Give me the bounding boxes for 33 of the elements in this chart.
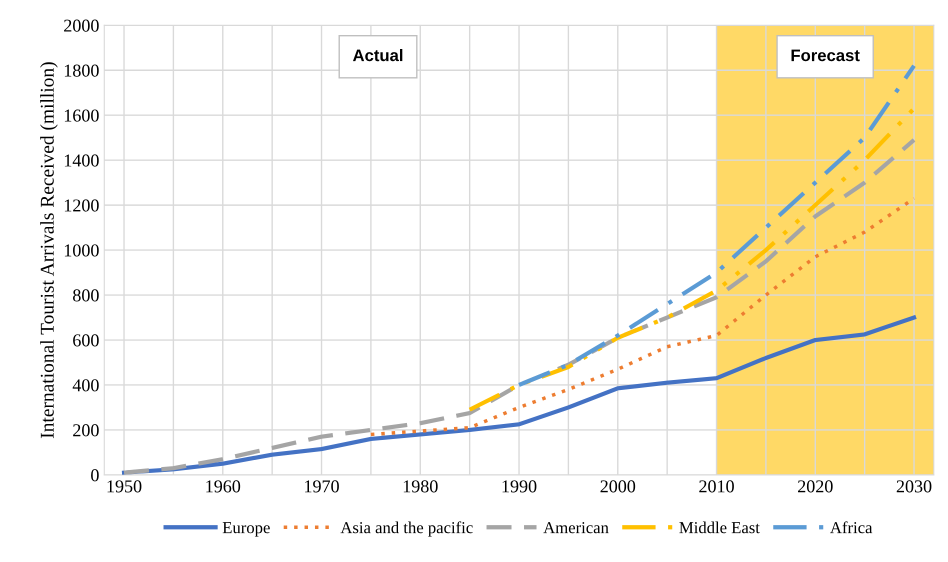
line-series [516, 64, 916, 388]
legend-label: Africa [830, 521, 872, 534]
x-tick-label: 1980 [404, 480, 438, 492]
y-tick-label: 0 [91, 469, 99, 482]
y-tick-label: 1200 [64, 199, 99, 212]
y-axis-title: International Tourist Arrivals Received (million) [40, 62, 58, 438]
y-tick-label: 1800 [64, 64, 99, 77]
x-tick-label: 2000 [600, 480, 636, 492]
line-series [122, 138, 916, 475]
x-tick-label: 1960 [206, 480, 240, 492]
y-tick-label: 1400 [64, 154, 99, 167]
legend-label: Europe [222, 522, 270, 537]
x-tick-label: 1990 [502, 480, 536, 492]
band-label: Forecast [792, 50, 860, 62]
legend-label: Asia and the pacific [340, 521, 473, 537]
legend-label: Middle East [679, 522, 760, 534]
legend-label: American [543, 522, 609, 534]
y-tick-label: 200 [73, 424, 99, 436]
y-tick-label: 1000 [64, 244, 99, 257]
line-series [468, 106, 916, 412]
annotation: Actual [352, 48, 402, 62]
y-tick-label: 2000 [64, 20, 99, 32]
x-tick-label: 2020 [798, 480, 833, 492]
line-series [122, 315, 916, 475]
y-tick-label: 600 [73, 334, 99, 346]
x-tick-label: 1970 [305, 480, 339, 492]
y-tick-label: 1600 [64, 109, 99, 122]
y-tick-label: 400 [72, 379, 99, 392]
y-tick-label: 800 [73, 289, 99, 302]
x-tick-label: 2010 [699, 480, 734, 492]
x-tick-label: 1950 [108, 480, 142, 492]
x-tick-label: 2030 [896, 480, 932, 492]
line-series [369, 196, 916, 436]
